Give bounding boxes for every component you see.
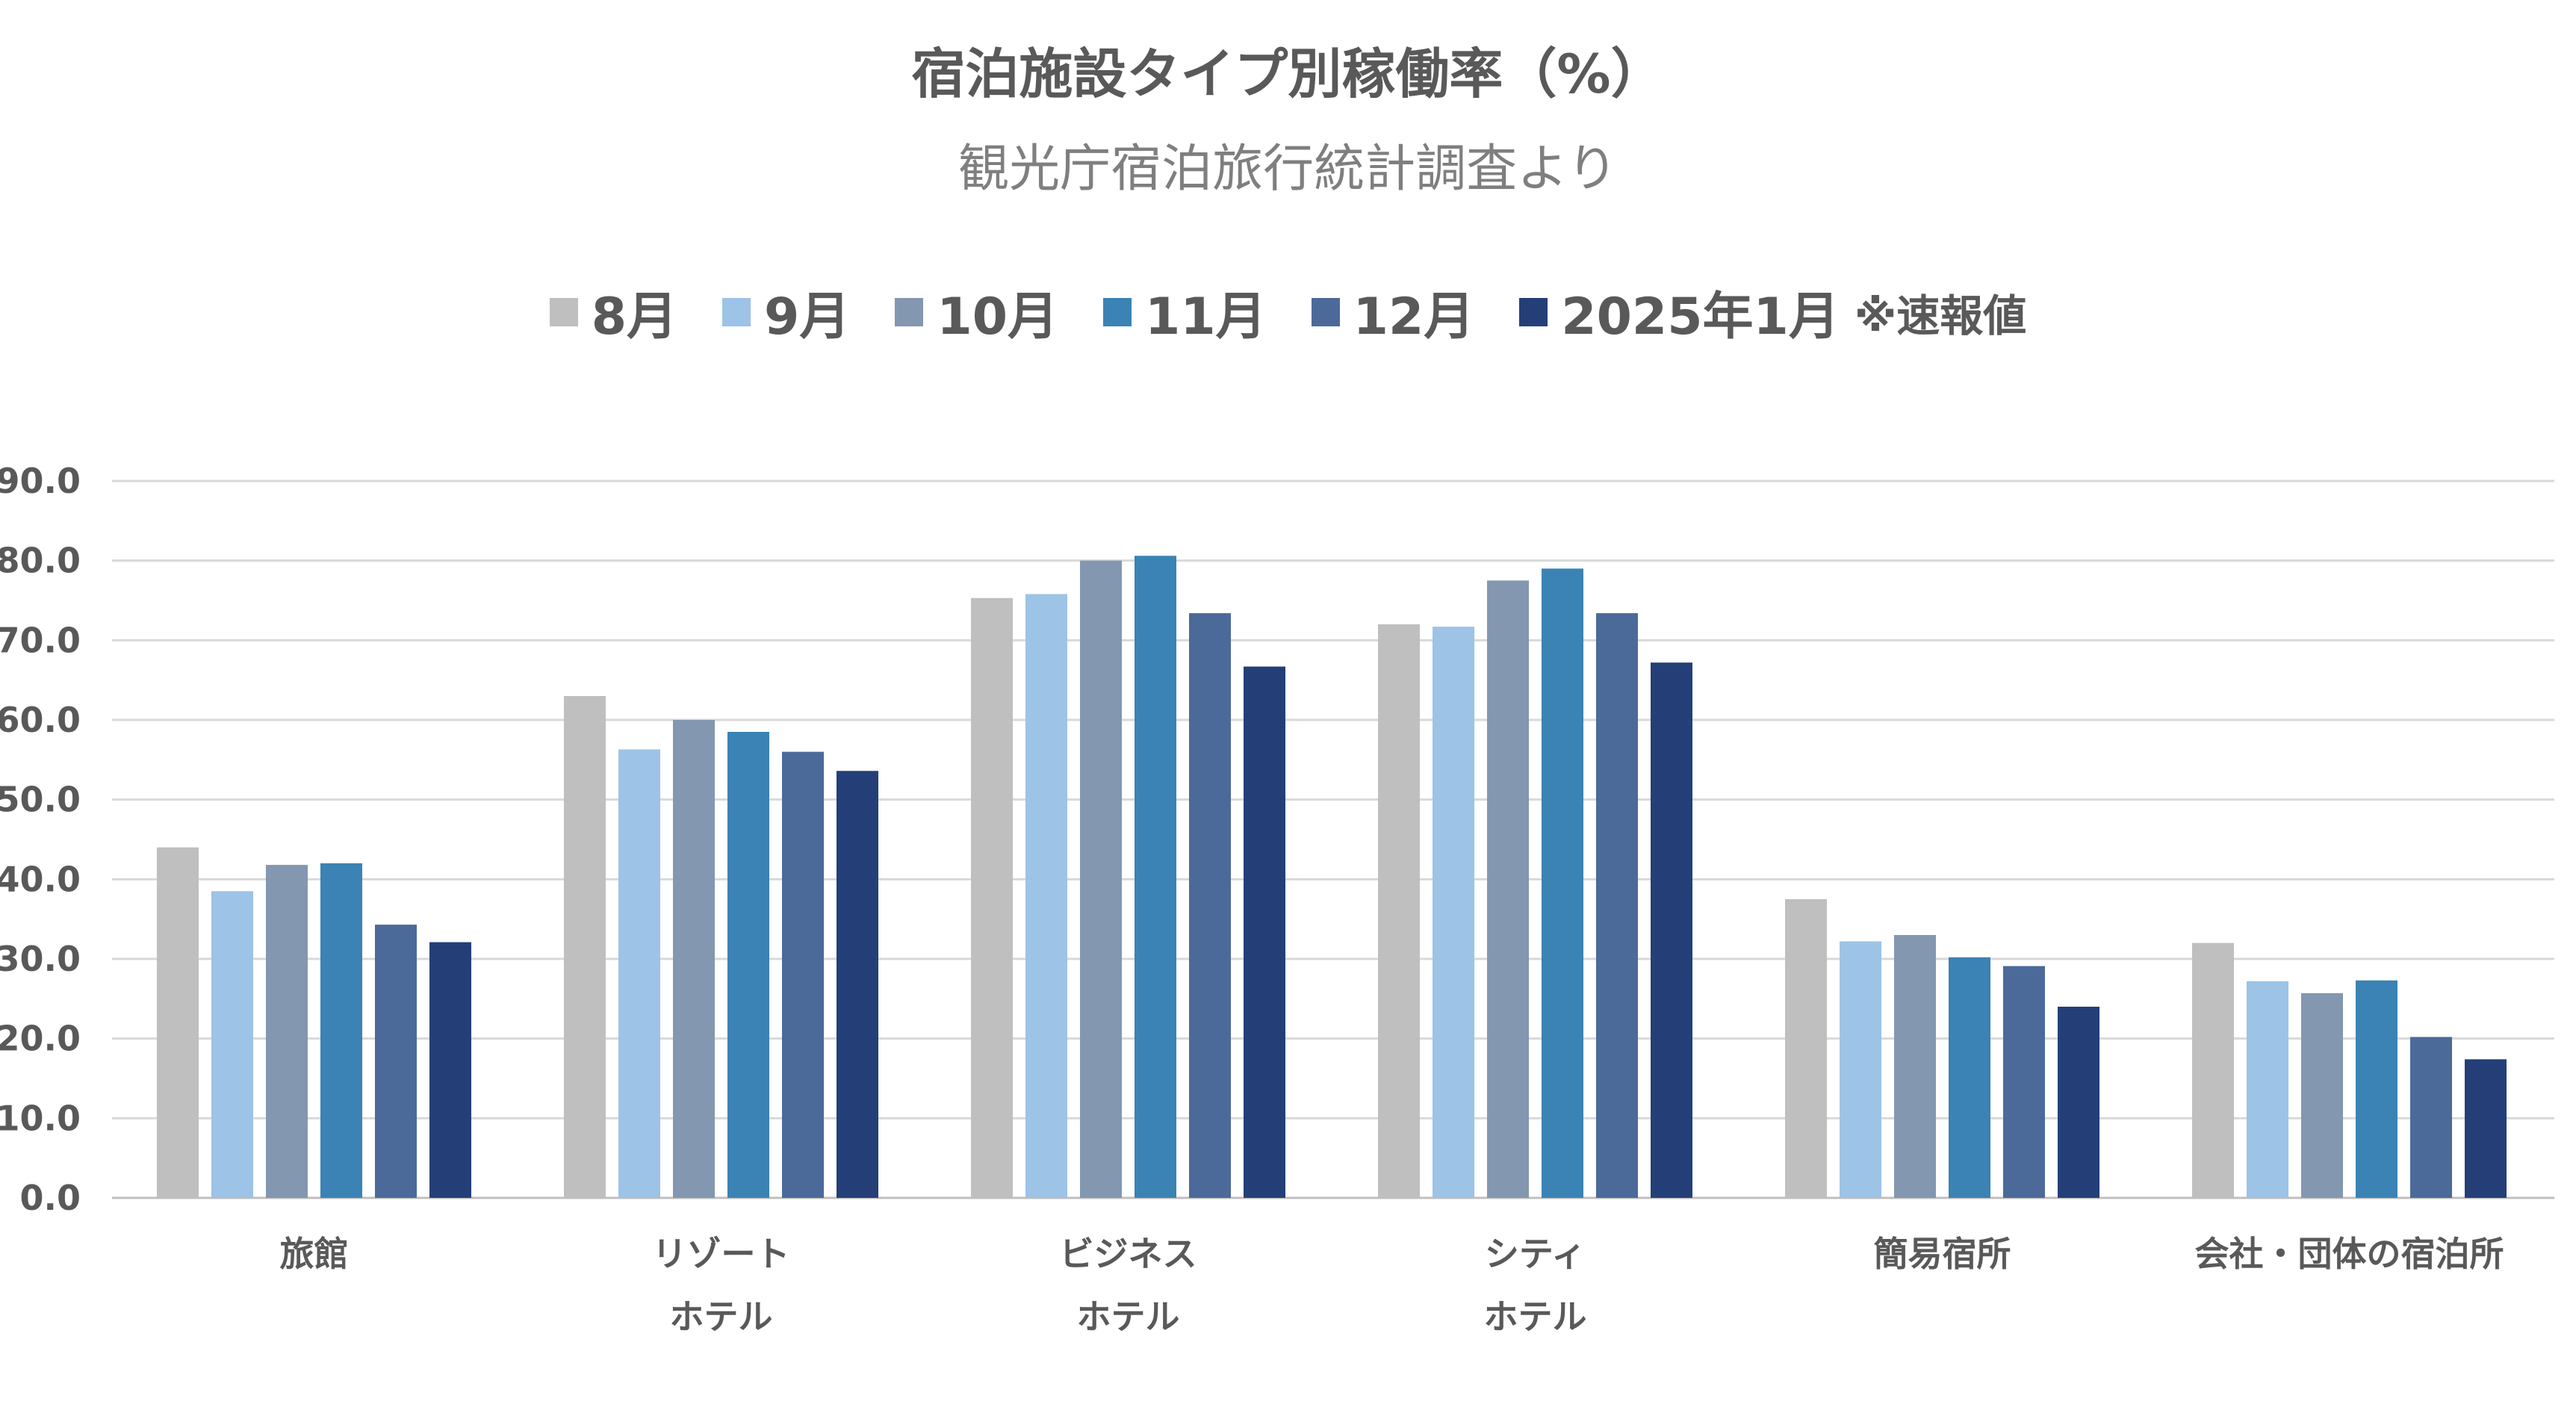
y-tick-label: 40.0 xyxy=(0,859,81,899)
legend-label: 10月 xyxy=(937,288,1059,347)
bar xyxy=(1542,568,1583,1198)
bar xyxy=(1840,941,1881,1198)
y-tick-label: 50.0 xyxy=(0,780,81,820)
y-tick-label: 20.0 xyxy=(0,1019,81,1059)
bar xyxy=(1596,613,1638,1198)
legend-item-12gatsu: 12月 xyxy=(1311,275,1475,349)
bar xyxy=(1189,613,1231,1198)
bar xyxy=(1487,580,1529,1198)
bar xyxy=(2410,1037,2452,1198)
bar xyxy=(971,597,1013,1198)
legend-swatch xyxy=(1311,297,1340,326)
legend: 8月 9月 10月 11月 12月 2025年1月 ※速報値 xyxy=(0,275,2576,349)
legend-swatch xyxy=(1519,297,1548,326)
legend-item-8gatsu: 8月 xyxy=(549,275,678,349)
bar xyxy=(157,847,199,1198)
x-tick-label: ホテル xyxy=(1077,1296,1180,1337)
y-tick-label: 60.0 xyxy=(0,700,81,740)
chart-subtitle: 観光庁宿泊旅行統計調査より xyxy=(958,140,1618,199)
bar xyxy=(673,720,715,1198)
y-tick-label: 10.0 xyxy=(0,1098,81,1138)
bar xyxy=(1244,666,1285,1198)
x-tick-label: リゾート xyxy=(653,1234,790,1274)
legend-note: ※速報値 xyxy=(1854,290,2027,341)
legend-item-2025-1gatsu: 2025年1月 ※速報値 xyxy=(1519,275,2026,349)
y-tick-label: 90.0 xyxy=(0,461,81,501)
bar xyxy=(782,751,824,1198)
bar xyxy=(1135,556,1176,1198)
bar xyxy=(1025,594,1067,1198)
bar xyxy=(727,732,769,1198)
bar xyxy=(2003,966,2045,1198)
bar xyxy=(320,863,362,1198)
legend-label: 11月 xyxy=(1145,288,1267,347)
bar xyxy=(211,891,253,1198)
bar xyxy=(2058,1007,2099,1198)
chart-title: 宿泊施設タイプ別稼働率（%） xyxy=(911,43,1665,105)
bar xyxy=(429,942,471,1198)
y-tick-label: 70.0 xyxy=(0,620,81,660)
legend-swatch xyxy=(895,297,924,326)
x-tick-label: 会社・団体の宿泊所 xyxy=(2195,1234,2504,1274)
bar xyxy=(618,749,660,1198)
y-tick-label: 30.0 xyxy=(0,939,81,979)
legend-label: 9月 xyxy=(764,288,851,347)
x-tick-label: シティ xyxy=(1485,1234,1586,1274)
bar xyxy=(2192,942,2234,1198)
legend-item-11gatsu: 11月 xyxy=(1103,275,1267,349)
bar xyxy=(1785,899,1827,1198)
y-tick-label: 80.0 xyxy=(0,541,81,581)
x-tick-label: ホテル xyxy=(1484,1296,1587,1337)
legend-item-9gatsu: 9月 xyxy=(722,275,850,349)
bar xyxy=(2247,981,2288,1198)
legend-swatch xyxy=(1103,297,1132,326)
bar xyxy=(837,771,878,1198)
y-tick-label: 0.0 xyxy=(20,1178,81,1218)
x-tick-label: ビジネス xyxy=(1060,1234,1197,1274)
bar xyxy=(1080,560,1122,1198)
bar xyxy=(2301,993,2343,1198)
bar xyxy=(1433,627,1474,1198)
bar xyxy=(2465,1059,2507,1198)
bar xyxy=(266,865,308,1198)
legend-label: 2025年1月 xyxy=(1561,288,1840,347)
x-tick-label: 旅館 xyxy=(280,1234,349,1274)
legend-item-10gatsu: 10月 xyxy=(895,275,1058,349)
bar xyxy=(1949,957,1990,1198)
bar xyxy=(2356,980,2397,1198)
legend-label: 12月 xyxy=(1353,288,1475,347)
bar xyxy=(375,925,417,1198)
x-tick-label: ホテル xyxy=(670,1296,773,1337)
bar xyxy=(564,696,606,1198)
bar xyxy=(1378,624,1420,1198)
legend-swatch xyxy=(722,297,751,326)
legend-swatch xyxy=(549,297,578,326)
x-tick-label: 簡易宿所 xyxy=(1874,1234,2011,1274)
bar xyxy=(1651,662,1692,1198)
legend-label: 8月 xyxy=(591,288,678,347)
bar xyxy=(1894,935,1936,1198)
